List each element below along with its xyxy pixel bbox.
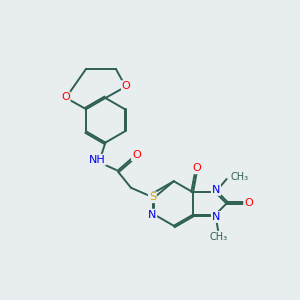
Text: N: N bbox=[148, 210, 156, 220]
Text: N: N bbox=[212, 185, 220, 195]
Text: CH₃: CH₃ bbox=[209, 232, 227, 242]
Text: O: O bbox=[122, 81, 130, 91]
Text: O: O bbox=[244, 199, 253, 208]
Text: N: N bbox=[212, 212, 220, 222]
Text: O: O bbox=[132, 150, 141, 160]
Text: NH: NH bbox=[89, 155, 106, 165]
Text: CH₃: CH₃ bbox=[230, 172, 248, 182]
Text: S: S bbox=[149, 192, 156, 202]
Text: O: O bbox=[61, 92, 70, 102]
Text: O: O bbox=[192, 163, 201, 173]
